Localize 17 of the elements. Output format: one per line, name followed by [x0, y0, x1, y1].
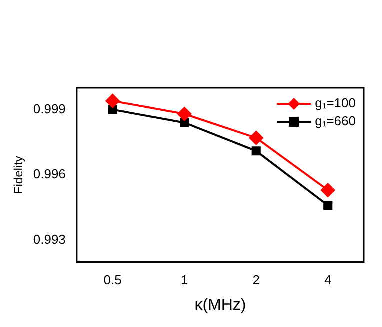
y-tick-label: 0.993 [33, 232, 66, 248]
y-tick-label: 0.996 [33, 166, 66, 182]
x-tick-label: 1 [180, 272, 188, 288]
point [178, 107, 192, 122]
y-axis-title: Fidelity [12, 156, 26, 194]
x-axis-title: κ(MHz) [194, 296, 246, 314]
point [321, 183, 336, 198]
y-tick-label: 0.999 [33, 101, 66, 116]
point [252, 146, 261, 156]
x-tick-label: 0.5 [104, 272, 122, 288]
legend-label: g₁=100 [315, 96, 356, 111]
x-tick-label: 4 [324, 272, 332, 288]
legend-label: g₁=660 [315, 114, 356, 129]
x-tick-label: 2 [252, 272, 260, 288]
point [324, 201, 333, 210]
point [106, 94, 120, 108]
point [249, 131, 264, 146]
